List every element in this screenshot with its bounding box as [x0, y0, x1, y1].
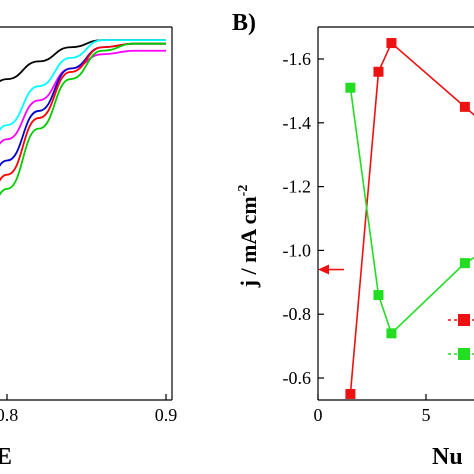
panel-b-y-tick-label: -1.4: [283, 113, 312, 133]
panel-b-x-tick-label: 5: [422, 405, 431, 425]
panel-b-marker-0: [459, 101, 470, 112]
panel-b-legend: [448, 314, 474, 360]
panel-b-arrow: [318, 264, 344, 275]
panel-b-legend-marker-1: [458, 348, 470, 360]
panel-b-marker-1: [373, 290, 384, 301]
panel-b-legend-marker-0: [458, 314, 470, 326]
panel-b-series-line-1: [349, 87, 474, 335]
panel-b-y-tick-label: -1.6: [283, 49, 312, 69]
panel-b-x-tick-label: 0: [314, 405, 323, 425]
panel-b-marker-0: [373, 66, 384, 77]
panel-b-arrow-head: [318, 264, 329, 275]
panel-a-series-line-4: [0, 42, 166, 182]
panel-b-y-tick-label: -1.0: [283, 240, 312, 260]
panel-b-marker-0: [345, 388, 356, 399]
panel-b-marker-0: [386, 38, 397, 49]
panel-b-y-axis-label: j / mA cm-2: [236, 185, 261, 289]
panel-b-y-ticks: -0.6 -0.8 -1.0 -1.2 -1.4 -1.6: [283, 49, 324, 388]
panel-a-series-line-2: [0, 39, 166, 131]
panel-a-x-axis-label: E: [0, 444, 12, 470]
panel-a-series-line-3: [0, 42, 166, 167]
panel-b-y-tick-label: -1.2: [283, 177, 312, 197]
panel-a-x-tick-label: 0.8: [0, 405, 18, 425]
panel-a-series-line-5: [0, 42, 166, 196]
panel-b-marker-1: [345, 82, 356, 93]
panel-b-y-tick-label: -0.6: [283, 368, 312, 388]
panel-b-series: [345, 38, 474, 399]
panel-b-y-axis-label-group: j / mA cm-2: [236, 185, 261, 289]
panel-b-label: B): [232, 10, 256, 36]
panel-a-series-line-0: [0, 39, 166, 83]
panel-b: B) j / mA cm-2 -0.6-0.8-1.0-1.2-1.4-1.6 …: [232, 10, 474, 470]
panel-b-series-line-0: [349, 41, 474, 395]
panel-b-y-tick-label: -0.8: [283, 304, 312, 324]
panel-a-x-tick-label: 0.9: [155, 405, 178, 425]
panel-a-series: [0, 39, 166, 196]
panel-a: 0.8 0.9 E: [0, 26, 177, 470]
panel-b-marker-1: [386, 328, 397, 339]
panel-a-series-line-1: [0, 49, 166, 145]
panel-b-marker-1: [459, 258, 470, 269]
panel-a-x-ticks: 0.8 0.9: [0, 394, 177, 425]
panel-b-x-axis-label: Nu: [432, 444, 463, 470]
